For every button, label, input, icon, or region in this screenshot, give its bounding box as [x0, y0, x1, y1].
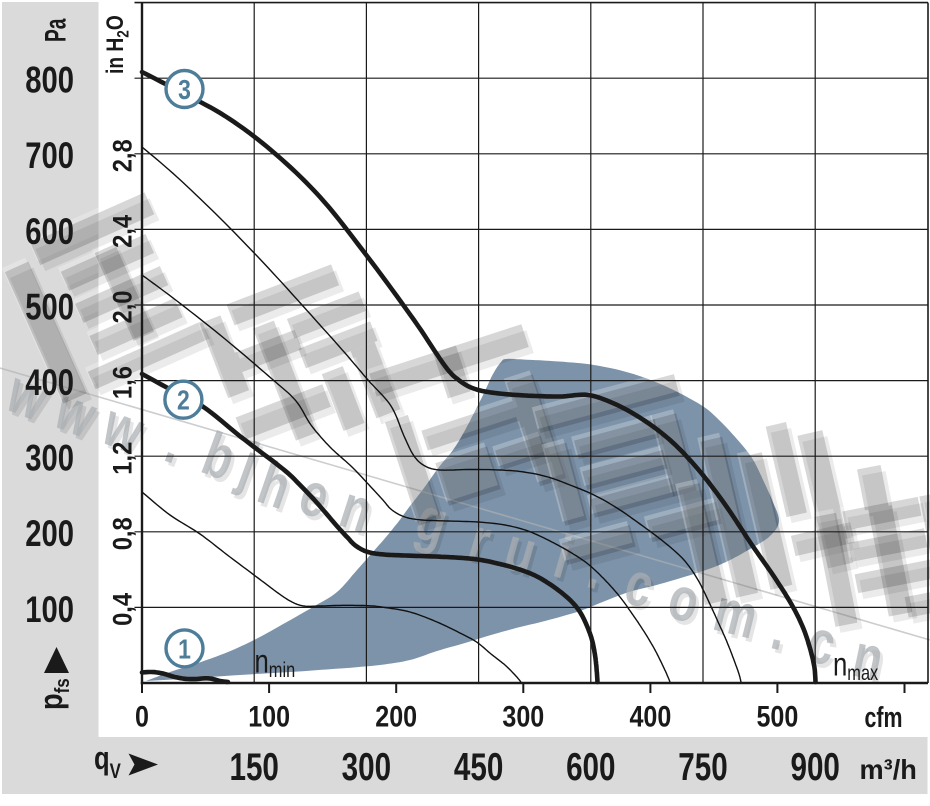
svg-text:200: 200 [375, 700, 417, 733]
svg-text:in H2O: in H2O [101, 15, 133, 74]
svg-text:700: 700 [25, 136, 74, 177]
svg-text:200: 200 [25, 514, 74, 555]
svg-text:2,4: 2,4 [108, 215, 138, 248]
svg-text:800: 800 [25, 60, 74, 101]
svg-text:1,2: 1,2 [108, 442, 138, 475]
svg-text:2,8: 2,8 [108, 139, 138, 172]
svg-text:2,0: 2,0 [108, 290, 138, 323]
svg-text:3: 3 [178, 75, 191, 106]
svg-text:0,4: 0,4 [108, 593, 138, 626]
svg-text:500: 500 [756, 700, 798, 733]
svg-text:cfm: cfm [865, 702, 903, 734]
svg-text:600: 600 [25, 212, 74, 253]
svg-text:0: 0 [135, 700, 149, 733]
svg-text:900: 900 [790, 746, 839, 789]
svg-text:300: 300 [342, 746, 391, 789]
svg-text:1: 1 [178, 634, 191, 665]
svg-text:400: 400 [25, 363, 74, 404]
svg-text:1,6: 1,6 [108, 366, 138, 399]
svg-text:600: 600 [566, 746, 615, 789]
svg-text:100: 100 [248, 700, 290, 733]
svg-text:Pa: Pa [39, 18, 72, 42]
svg-text:500: 500 [25, 287, 74, 328]
svg-text:300: 300 [502, 700, 544, 733]
svg-text:2: 2 [177, 386, 190, 417]
svg-text:400: 400 [629, 700, 671, 733]
svg-text:0,8: 0,8 [108, 517, 138, 550]
svg-text:m³/h: m³/h [860, 754, 917, 785]
svg-text:450: 450 [454, 746, 503, 789]
svg-text:100: 100 [25, 590, 74, 631]
svg-text:300: 300 [25, 438, 74, 479]
svg-text:750: 750 [678, 746, 727, 789]
svg-text:150: 150 [229, 746, 278, 789]
